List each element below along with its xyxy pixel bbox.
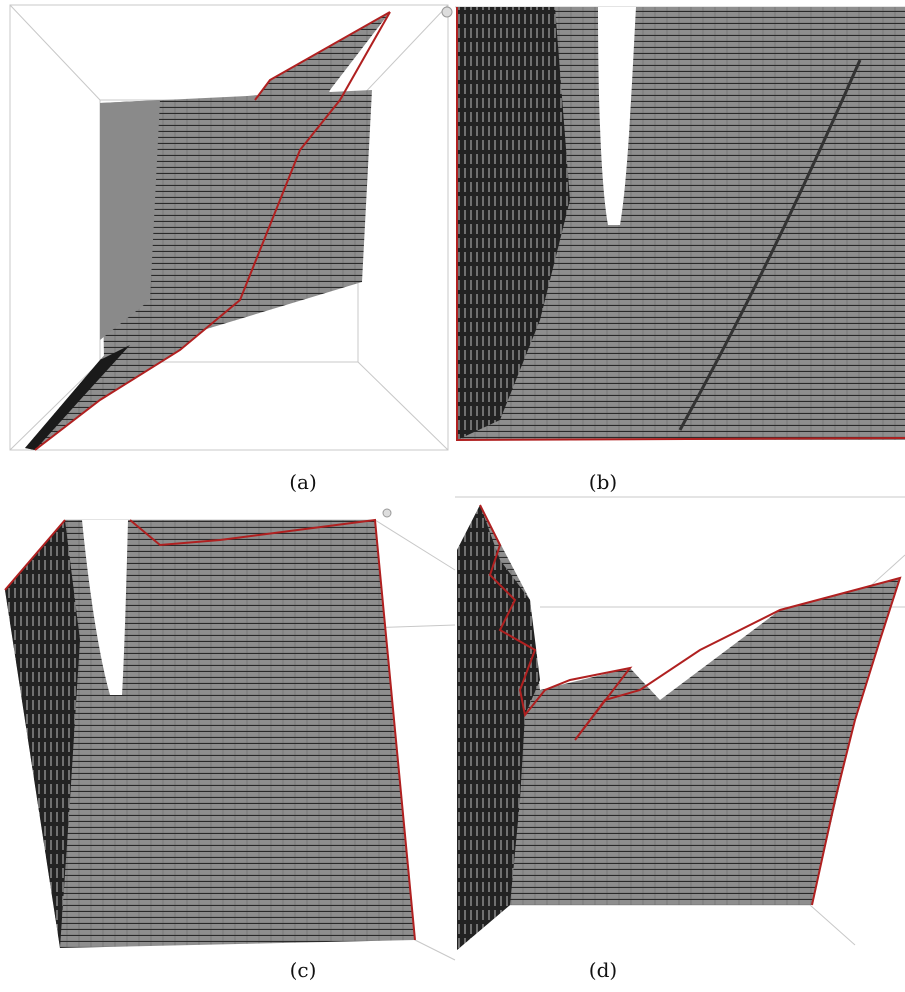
panel-a: (a) (10, 5, 452, 494)
figure: (a) (b) (c) (d) (0, 0, 905, 992)
panel-d: (d) (455, 497, 905, 982)
panel-b: (b) (455, 7, 905, 494)
panel-label: (c) (290, 958, 317, 982)
panel-c: (c) (5, 509, 455, 982)
panel-label: (a) (289, 470, 317, 494)
marker (383, 509, 391, 517)
marker (442, 7, 452, 17)
panel-label: (d) (589, 958, 617, 982)
surface-shadow (25, 345, 130, 450)
panel-label: (b) (589, 470, 617, 494)
